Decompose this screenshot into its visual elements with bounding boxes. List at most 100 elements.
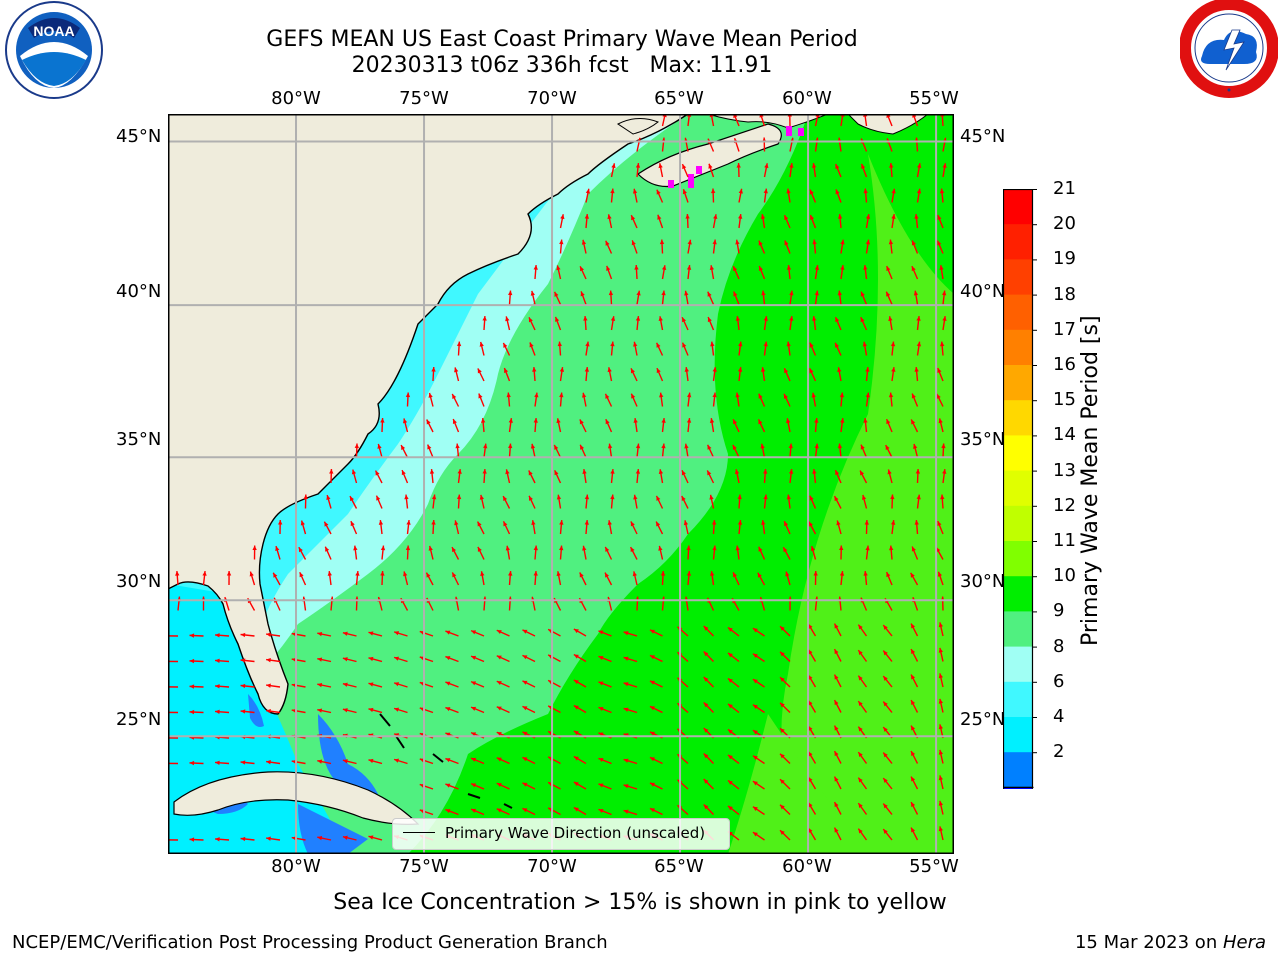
wave-direction-arrowhead [938, 826, 944, 832]
wave-direction-arrowhead [375, 470, 380, 476]
wave-direction-arrowhead [911, 419, 916, 425]
wave-direction-arrowhead [611, 163, 616, 169]
bahamas-island [503, 803, 513, 809]
map-legend: Primary Wave Direction (unscaled) [392, 818, 730, 850]
wave-direction-arrowhead [610, 316, 616, 321]
wave-direction-arrowhead [377, 443, 382, 449]
wave-direction-arrowhead [479, 341, 484, 347]
wave-direction-arrowhead [916, 316, 921, 321]
footer-host: Hera [1222, 932, 1266, 953]
wave-direction-arrowhead [656, 521, 661, 527]
wave-direction-arrowhead [581, 239, 587, 245]
wave-direction-arrowhead [581, 392, 587, 398]
wave-direction-arrowhead [938, 749, 944, 755]
wave-direction-arrowhead [273, 572, 278, 578]
wave-direction-arrowhead [656, 189, 661, 195]
wave-direction-arrowhead [938, 418, 943, 424]
wave-direction-arrowhead [508, 290, 513, 296]
wave-direction-arrowhead [633, 418, 638, 423]
lat-label-left-30n: 30°N [116, 571, 162, 592]
wave-direction-arrowhead [522, 680, 528, 685]
wave-direction-arrowhead [887, 469, 892, 475]
wave-direction-arrowhead [317, 631, 323, 637]
lon-label-top-70w: 70°W [527, 88, 577, 109]
wave-direction-arrowhead [834, 827, 839, 833]
footer-date: 15 Mar 2023 on Hera [1075, 932, 1266, 953]
wave-direction-arrowhead [809, 342, 814, 348]
wave-direction-arrowhead [426, 419, 431, 425]
wave-direction-arrowhead [573, 705, 579, 710]
wave-direction-arrowhead [861, 494, 867, 500]
wave-direction-arrowhead [712, 545, 717, 551]
wave-direction-arrowhead [623, 631, 629, 636]
wave-direction-arrowhead [885, 445, 890, 451]
noaa-logo: NOAA [2, 0, 106, 108]
wave-direction-arrowhead [936, 547, 941, 553]
wave-direction-arrowhead [326, 495, 331, 500]
wave-direction-arrowhead [888, 392, 894, 398]
wave-direction-arrowhead [938, 622, 944, 628]
wave-direction-arrowhead [428, 545, 433, 551]
wave-direction-arrowhead [780, 626, 785, 631]
wave-direction-arrowhead [189, 684, 195, 689]
wave-direction-arrowhead [758, 419, 763, 425]
wave-direction-arrowhead [883, 676, 888, 681]
wave-direction-arrowhead [635, 443, 641, 449]
wave-direction-arrowhead [394, 758, 400, 763]
colorbar-segment [1003, 259, 1033, 296]
wave-direction-arrowhead [938, 800, 944, 806]
colorbar-segment [1003, 717, 1033, 753]
wave-direction-arrowhead [226, 571, 232, 576]
lon-label-top-80w: 80°W [271, 88, 321, 109]
wave-direction-arrowhead [530, 290, 535, 296]
wave-direction-arrowhead [808, 725, 813, 731]
sea-ice-pixel [668, 180, 674, 188]
wave-direction-arrowhead [890, 341, 896, 347]
wave-direction-arrowhead [403, 571, 408, 577]
wave-direction-arrowhead [275, 546, 280, 552]
wave-direction-arrowhead [649, 731, 655, 736]
wave-direction-arrowhead [916, 494, 921, 500]
wave-direction-arrowhead [703, 651, 709, 657]
colorbar-tick-label: 19 [1053, 248, 1076, 270]
wave-direction-arrowhead [840, 418, 845, 423]
wave-direction-arrowhead [623, 707, 629, 712]
wave-direction-arrowhead [598, 630, 604, 635]
wave-direction-arrowhead [317, 759, 323, 764]
wave-direction-arrowhead [661, 418, 666, 423]
wave-direction-arrowhead [886, 572, 891, 578]
wave-direction-arrowhead [605, 419, 610, 425]
wave-direction-arrowhead [911, 802, 916, 808]
wave-direction-arrowhead [658, 163, 663, 169]
wave-direction-arrowhead [761, 290, 766, 296]
wave-direction-arrowhead [584, 367, 590, 372]
wave-direction-arrowhead [405, 392, 411, 398]
wave-direction-arrowhead [864, 520, 869, 525]
wave-direction-arrowhead [733, 291, 738, 297]
wave-direction-arrowhead [727, 703, 733, 709]
wave-direction-arrowhead [496, 630, 502, 635]
wave-direction-arrowhead [355, 571, 360, 576]
wave-direction-arrowhead [911, 827, 916, 833]
wave-direction-arrowhead [477, 368, 482, 374]
wave-direction-arrowhead [939, 188, 945, 194]
wave-direction-arrowhead [938, 724, 944, 730]
wave-direction-arrowhead [780, 753, 785, 759]
wave-direction-arrowhead [916, 188, 922, 194]
wave-direction-arrowhead [811, 392, 816, 398]
wave-direction-arrowhead [911, 240, 916, 246]
wave-direction-arrowhead [445, 783, 451, 788]
wave-direction-arrowhead [860, 317, 865, 323]
wave-direction-arrowhead [890, 520, 896, 525]
florida-bay-low-period [248, 694, 264, 727]
colorbar-tick-label: 18 [1053, 283, 1076, 305]
wave-direction-arrowhead [808, 700, 813, 706]
wave-direction-arrowhead [861, 163, 866, 169]
wave-direction-arrowhead [240, 760, 246, 765]
wave-direction-arrowhead [661, 443, 666, 449]
wave-direction-arrowhead [835, 317, 840, 323]
wave-direction-arrowhead [573, 654, 579, 659]
wave-direction-arrowhead [737, 520, 743, 525]
wave-direction-arrowhead [608, 290, 614, 296]
wave-direction-arrowhead [858, 752, 863, 758]
